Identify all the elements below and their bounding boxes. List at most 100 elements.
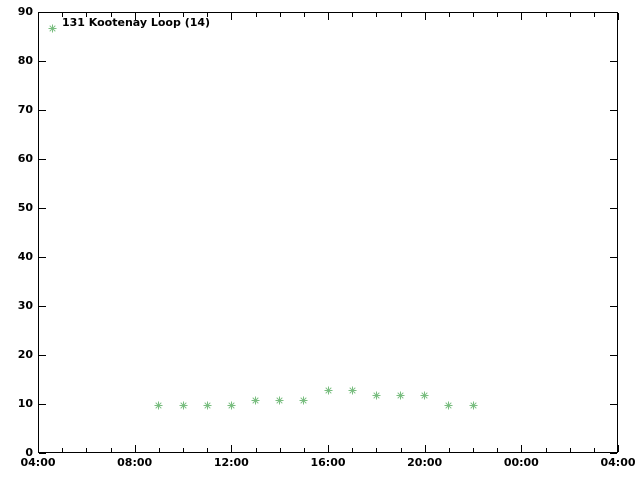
y-tick-label: 30 [17,299,33,312]
x-minor-tick [570,448,571,452]
x-tick-label: 08:00 [117,456,153,469]
x-minor-tick-top [159,13,160,17]
data-point-marker [372,385,381,400]
x-minor-tick-top [473,13,474,17]
data-point-marker [251,390,260,405]
data-point-marker [227,395,236,410]
data-point-marker [420,385,429,400]
x-minor-tick [401,448,402,452]
x-minor-tick-top [207,13,208,17]
y-tick-label: 20 [17,348,33,361]
y-tick-right [610,159,617,160]
y-tick-right [610,12,617,13]
data-point-marker [396,385,405,400]
x-minor-tick-top [497,13,498,17]
x-major-tick-top [521,13,522,20]
legend-asterisk-icon [48,18,57,32]
y-tick [39,159,46,160]
x-tick-label: 04:00 [600,456,636,469]
y-tick-right [610,257,617,258]
x-major-tick [521,445,522,452]
x-minor-tick-top [86,13,87,17]
x-minor-tick [62,448,63,452]
x-tick-label: 20:00 [407,456,443,469]
x-minor-tick-top [352,13,353,17]
x-minor-tick-top [280,13,281,17]
x-minor-tick [183,448,184,452]
y-tick-right [610,453,617,454]
x-major-tick [135,445,136,452]
data-point-marker [203,395,212,410]
x-minor-tick-top [594,13,595,17]
data-point-marker [179,395,188,410]
legend-label: 131 Kootenay Loop (14) [62,15,211,29]
y-tick [39,257,46,258]
x-minor-tick [86,448,87,452]
y-tick-label: 50 [17,201,33,214]
x-major-tick-top [425,13,426,20]
data-point-marker [275,390,284,405]
x-minor-tick [207,448,208,452]
y-tick [39,404,46,405]
x-major-tick [425,445,426,452]
data-point-marker [469,395,478,410]
x-minor-tick-top [256,13,257,17]
y-tick [39,355,46,356]
x-tick-label: 04:00 [20,456,56,469]
y-tick [39,61,46,62]
y-tick-label: 40 [17,250,33,263]
data-point-marker [299,390,308,405]
data-point-marker [444,395,453,410]
y-tick-right [610,404,617,405]
x-minor-tick [473,448,474,452]
x-major-tick-top [328,13,329,20]
y-tick [39,306,46,307]
y-tick [39,12,46,13]
x-minor-tick-top [304,13,305,17]
x-minor-tick [256,448,257,452]
y-tick-label: 90 [17,5,33,18]
x-minor-tick [111,448,112,452]
y-tick [39,110,46,111]
x-minor-tick [352,448,353,452]
x-major-tick-top [135,13,136,20]
y-tick [39,453,46,454]
x-major-tick-top [231,13,232,20]
x-major-tick-top [38,13,39,20]
x-minor-tick [449,448,450,452]
data-point-marker [348,380,357,395]
x-major-tick [328,445,329,452]
y-tick-right [610,110,617,111]
x-minor-tick-top [401,13,402,17]
x-minor-tick [594,448,595,452]
y-tick-right [610,61,617,62]
x-tick-label: 16:00 [310,456,346,469]
x-minor-tick [546,448,547,452]
x-tick-label: 00:00 [503,456,539,469]
x-minor-tick-top [449,13,450,17]
legend: 131 Kootenay Loop (14) [48,15,211,32]
x-minor-tick-top [376,13,377,17]
y-tick-label: 60 [17,152,33,165]
x-major-tick [231,445,232,452]
x-minor-tick-top [183,13,184,17]
x-minor-tick-top [570,13,571,17]
x-minor-tick-top [546,13,547,17]
x-minor-tick-top [111,13,112,17]
x-major-tick [38,445,39,452]
x-major-tick [618,445,619,452]
y-tick-label: 80 [17,54,33,67]
x-minor-tick [304,448,305,452]
data-point-marker [154,395,163,410]
x-tick-label: 12:00 [213,456,249,469]
y-tick [39,208,46,209]
plot-area [38,12,618,453]
x-minor-tick-top [62,13,63,17]
y-tick-right [610,306,617,307]
data-point-marker [324,380,333,395]
x-minor-tick [497,448,498,452]
x-minor-tick [376,448,377,452]
y-tick-label: 0 [25,446,33,459]
x-minor-tick [280,448,281,452]
